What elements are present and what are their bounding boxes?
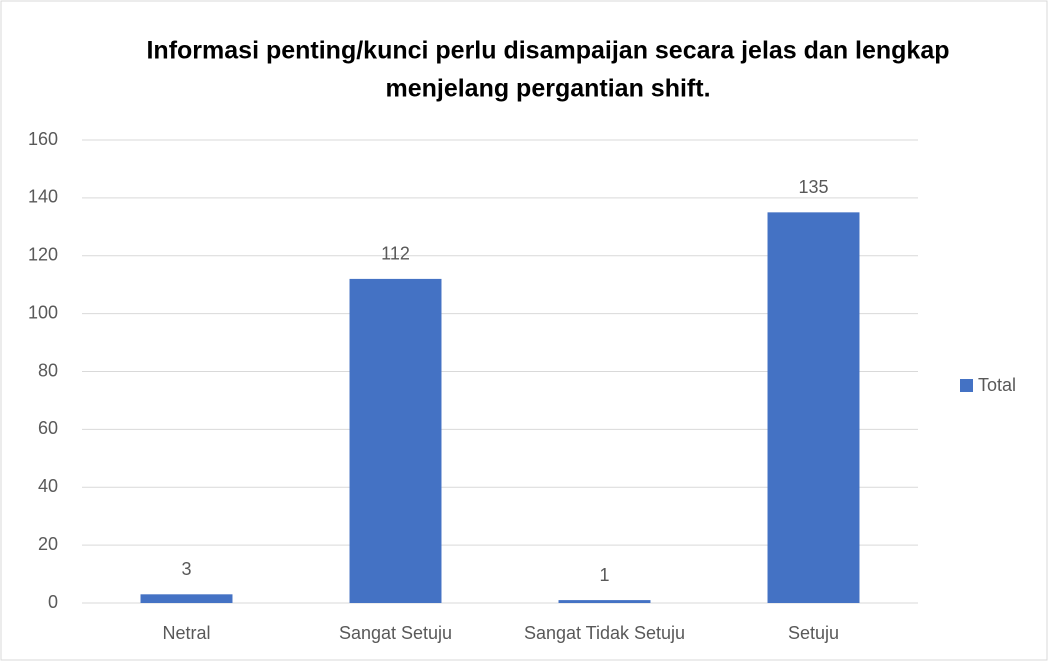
- y-tick-label: 140: [28, 187, 58, 207]
- bar: [558, 600, 651, 603]
- x-tick-label: Sangat Setuju: [339, 623, 452, 643]
- x-tick-label: Sangat Tidak Setuju: [524, 623, 685, 643]
- y-tick-label: 60: [38, 418, 58, 438]
- x-tick-label: Setuju: [788, 623, 839, 643]
- y-tick-label: 100: [28, 302, 58, 322]
- data-label: 3: [181, 559, 191, 579]
- y-tick-label: 80: [38, 360, 58, 380]
- chart-title: Informasi penting/kunci perlu disampaija…: [146, 37, 949, 65]
- data-label: 135: [798, 177, 828, 197]
- chart-title: menjelang pergantian shift.: [385, 75, 710, 103]
- data-label: 1: [599, 565, 609, 585]
- y-tick-label: 40: [38, 476, 58, 496]
- bar: [349, 278, 442, 603]
- y-tick-label: 160: [28, 129, 58, 149]
- y-tick-label: 20: [38, 534, 58, 554]
- data-label: 112: [381, 244, 410, 264]
- legend-swatch: [960, 379, 973, 392]
- y-tick-label: 120: [28, 245, 58, 265]
- x-tick-label: Netral: [162, 623, 210, 643]
- legend-label: Total: [978, 375, 1016, 395]
- bar: [767, 212, 860, 603]
- bar: [140, 594, 233, 603]
- y-tick-label: 0: [48, 592, 58, 612]
